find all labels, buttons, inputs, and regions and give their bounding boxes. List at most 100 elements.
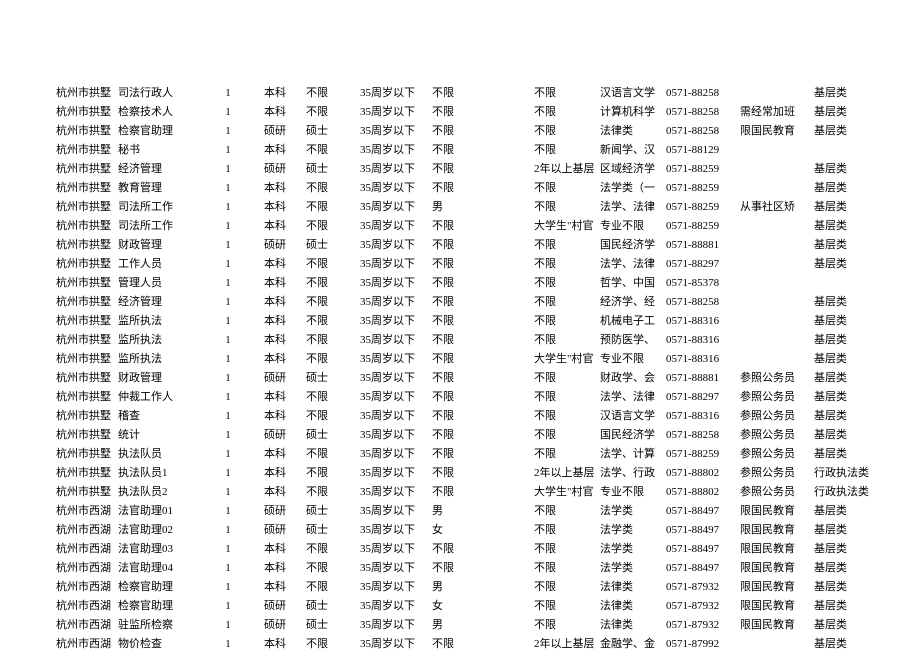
- cell: 不限: [306, 179, 360, 198]
- table-row: 杭州市西湖检察官助理1本科不限35周岁以下男不限法律类0571-87932限国民…: [56, 578, 874, 597]
- cell: 预防医学、: [600, 331, 666, 350]
- cell: 限国民教育: [740, 521, 814, 540]
- table-row: 杭州市西湖物价检查1本科不限35周岁以下不限2年以上基层金融学、金0571-87…: [56, 635, 874, 654]
- table-row: 杭州市拱墅执法队员1本科不限35周岁以下不限不限法学、计算0571-88259参…: [56, 445, 874, 464]
- cell: 基层类: [814, 198, 874, 217]
- cell: 杭州市拱墅: [56, 179, 118, 198]
- cell: 不限: [534, 559, 600, 578]
- cell: 0571-88297: [666, 388, 740, 407]
- cell: 计算机科学: [600, 103, 666, 122]
- cell: 0571-88316: [666, 331, 740, 350]
- table-row: 杭州市西湖法官助理041本科不限35周岁以下不限不限法学类0571-88497限…: [56, 559, 874, 578]
- table-row: 杭州市拱墅工作人员1本科不限35周岁以下不限不限法学、法律0571-88297基…: [56, 255, 874, 274]
- cell: 本科: [264, 578, 306, 597]
- cell: 不限: [534, 122, 600, 141]
- cell: 大学生"村官: [534, 350, 600, 369]
- cell: 不限: [432, 445, 468, 464]
- table-row: 杭州市西湖法官助理011硕研硕士35周岁以下男不限法学类0571-88497限国…: [56, 502, 874, 521]
- cell: 不限: [534, 103, 600, 122]
- cell: 0571-88881: [666, 369, 740, 388]
- cell: 杭州市拱墅: [56, 483, 118, 502]
- cell: 硕士: [306, 369, 360, 388]
- cell: 硕士: [306, 160, 360, 179]
- cell: 新闻学、汉: [600, 141, 666, 160]
- cell: 本科: [264, 331, 306, 350]
- table-row: 杭州市拱墅仲裁工作人1本科不限35周岁以下不限不限法学、法律0571-88297…: [56, 388, 874, 407]
- table-row: 杭州市西湖法官助理031本科不限35周岁以下不限不限法学类0571-88497限…: [56, 540, 874, 559]
- cell: 法学、计算: [600, 445, 666, 464]
- cell: 硕士: [306, 616, 360, 635]
- cell: 硕士: [306, 426, 360, 445]
- table-row: 杭州市拱墅执法队员11本科不限35周岁以下不限2年以上基层法学、行政0571-8…: [56, 464, 874, 483]
- cell: 杭州市拱墅: [56, 141, 118, 160]
- cell: 不限: [432, 236, 468, 255]
- cell: 35周岁以下: [360, 331, 432, 350]
- table-row: 杭州市拱墅统计1硕研硕士35周岁以下不限不限国民经济学0571-88258参照公…: [56, 426, 874, 445]
- cell: 35周岁以下: [360, 502, 432, 521]
- cell: 基层类: [814, 445, 874, 464]
- cell: 基层类: [814, 597, 874, 616]
- cell: 本科: [264, 635, 306, 654]
- cell: 参照公务员: [740, 426, 814, 445]
- table-row: 杭州市拱墅经济管理1本科不限35周岁以下不限不限经济学、经0571-88258基…: [56, 293, 874, 312]
- cell: 不限: [432, 141, 468, 160]
- cell: 基层类: [814, 331, 874, 350]
- cell: [740, 312, 814, 331]
- cell: 0571-88259: [666, 198, 740, 217]
- cell: 不限: [534, 198, 600, 217]
- cell: 不限: [432, 274, 468, 293]
- cell: 仲裁工作人: [118, 388, 194, 407]
- table-row: 杭州市拱墅财政管理1硕研硕士35周岁以下不限不限财政学、会0571-88881参…: [56, 369, 874, 388]
- job-listing-table: 杭州市拱墅司法行政人1本科不限35周岁以下不限不限汉语言文学0571-88258…: [56, 84, 874, 654]
- cell: 35周岁以下: [360, 597, 432, 616]
- cell: 教育管理: [118, 179, 194, 198]
- cell: [740, 635, 814, 654]
- cell: 35周岁以下: [360, 350, 432, 369]
- cell: [468, 141, 534, 160]
- table-row: 杭州市拱墅秘书1本科不限35周岁以下不限不限新闻学、汉0571-88129: [56, 141, 874, 160]
- cell: 法学、行政: [600, 464, 666, 483]
- cell: 不限: [306, 274, 360, 293]
- cell: 35周岁以下: [360, 179, 432, 198]
- cell: 法学类: [600, 521, 666, 540]
- cell: 不限: [534, 331, 600, 350]
- cell: 不限: [432, 559, 468, 578]
- cell: 不限: [534, 312, 600, 331]
- cell: 0571-88497: [666, 521, 740, 540]
- cell: 杭州市拱墅: [56, 350, 118, 369]
- cell: 法律类: [600, 597, 666, 616]
- cell: 工作人员: [118, 255, 194, 274]
- cell: 35周岁以下: [360, 198, 432, 217]
- table-row: 杭州市拱墅经济管理1硕研硕士35周岁以下不限2年以上基层区域经济学0571-88…: [56, 160, 874, 179]
- cell: 限国民教育: [740, 502, 814, 521]
- cell: 基层类: [814, 369, 874, 388]
- cell: [468, 293, 534, 312]
- cell: 1: [194, 141, 264, 160]
- cell: 不限: [306, 103, 360, 122]
- cell: 参照公务员: [740, 445, 814, 464]
- cell: 经济管理: [118, 293, 194, 312]
- cell: 基层类: [814, 255, 874, 274]
- cell: [468, 464, 534, 483]
- cell: 男: [432, 616, 468, 635]
- cell: 35周岁以下: [360, 122, 432, 141]
- cell: 1: [194, 616, 264, 635]
- cell: 本科: [264, 141, 306, 160]
- cell: 男: [432, 502, 468, 521]
- cell: 35周岁以下: [360, 236, 432, 255]
- cell: [468, 331, 534, 350]
- cell: 不限: [534, 597, 600, 616]
- cell: [468, 597, 534, 616]
- cell: 1: [194, 236, 264, 255]
- cell: 杭州市西湖: [56, 616, 118, 635]
- cell: [468, 236, 534, 255]
- table-row: 杭州市拱墅执法队员21本科不限35周岁以下不限大学生"村官专业不限0571-88…: [56, 483, 874, 502]
- cell: [740, 350, 814, 369]
- cell: 0571-88258: [666, 293, 740, 312]
- cell: 杭州市拱墅: [56, 198, 118, 217]
- cell: 35周岁以下: [360, 274, 432, 293]
- cell: 35周岁以下: [360, 293, 432, 312]
- cell: 0571-88259: [666, 217, 740, 236]
- cell: 0571-87932: [666, 578, 740, 597]
- cell: [740, 141, 814, 160]
